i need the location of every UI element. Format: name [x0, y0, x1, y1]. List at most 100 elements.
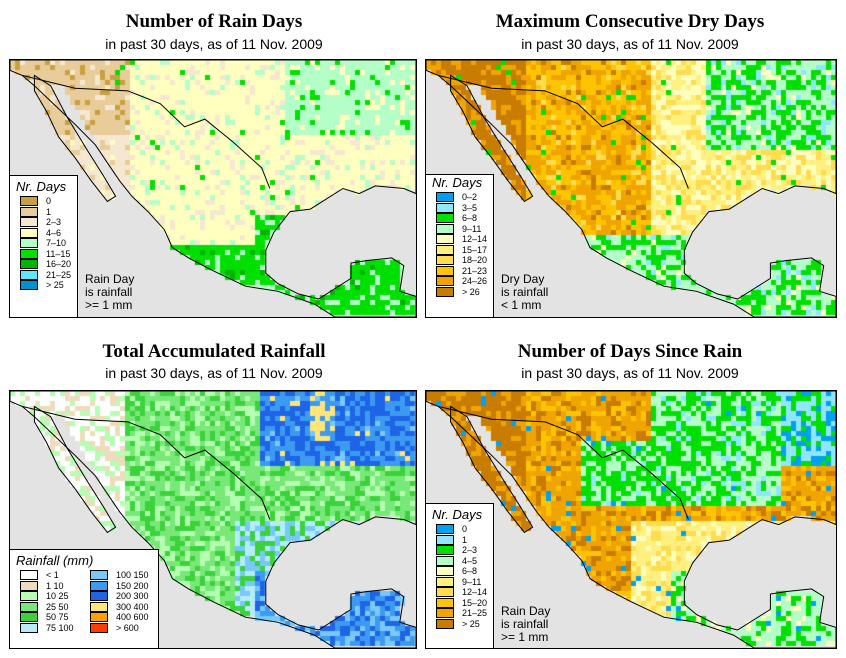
- legend-item: 1: [426, 534, 493, 546]
- legend-title: Nr. Days: [432, 175, 483, 190]
- legend-label: 400 600: [116, 612, 149, 623]
- legend-swatch: [436, 244, 454, 255]
- legend-swatch: [436, 202, 454, 213]
- country-border: [438, 405, 689, 520]
- coastline-outline: [426, 60, 836, 317]
- legend-label: 75 100: [46, 622, 74, 633]
- legend-note: Rain Day is rainfall >= 1 mm: [501, 605, 550, 644]
- legend-item: 2–3: [10, 217, 77, 228]
- coastline: [450, 74, 534, 203]
- legend-label: > 600: [116, 622, 139, 633]
- legend-label: 11–15: [46, 248, 71, 259]
- panel-title: Total Accumulated Rainfall: [102, 341, 326, 362]
- legend-item: 15–20: [426, 597, 493, 609]
- legend-swatch: [20, 580, 38, 591]
- legend-label: 12–14: [462, 587, 488, 598]
- map-legend: Nr. Days 0 1 2–3 4–5 6–8 9–11 12–14 15–20 21–25 >…: [426, 503, 494, 648]
- legend-label: 6–8: [462, 566, 478, 577]
- legend-swatch: [20, 206, 38, 217]
- panel-title: Number of Rain Days: [125, 11, 303, 32]
- legend-label: 50 75: [46, 612, 69, 623]
- legend-item: < 1: [10, 570, 80, 581]
- legend-item: > 600: [80, 622, 150, 634]
- legend-label: 24–26: [462, 276, 488, 287]
- legend-swatch: [436, 618, 454, 629]
- map-raster: [426, 391, 836, 648]
- legend-label: 15–17: [462, 244, 488, 255]
- coastline: [426, 60, 836, 317]
- legend-swatch: [436, 534, 454, 545]
- panel-subtitle: in past 30 days, as of 11 Nov. 2009: [521, 365, 739, 381]
- legend-swatch: [90, 591, 108, 602]
- legend-label: 1: [46, 206, 52, 217]
- legend-swatch: [436, 597, 454, 608]
- legend-label: 0: [462, 524, 468, 535]
- legend-swatch: [436, 566, 454, 577]
- legend-item: 10 25: [10, 591, 80, 602]
- legend-label: 4–5: [462, 555, 478, 566]
- map: Nr. Days 0 1 2–3 4–6 7–10 11–15 16–20 21–25 > 25…: [9, 59, 417, 318]
- note-line: Dry Day: [501, 272, 545, 286]
- legend-item: 0–2: [426, 192, 493, 203]
- legend-item: 4–5: [426, 555, 493, 567]
- legend-label: > 25: [462, 618, 480, 629]
- legend-label: 15–20: [462, 597, 488, 608]
- map-legend: Nr. Days 0–2 3–5 6–8 9–11 12–14 15–17 18–20 21–…: [426, 174, 494, 317]
- coastline: [426, 391, 836, 648]
- legend-item: 400 600: [80, 612, 150, 623]
- legend-label: 7–10: [46, 238, 67, 249]
- legend-label: 150 200: [116, 580, 149, 591]
- legend-item: 6–8: [426, 566, 493, 577]
- coastline: [10, 391, 416, 648]
- legend-item: 18–20: [426, 255, 493, 266]
- legend-title: Nr. Days: [432, 507, 483, 522]
- legend-label: 18–20: [462, 255, 488, 266]
- legend-swatch: [436, 255, 454, 266]
- legend-label: 300 400: [116, 601, 149, 612]
- panel-title: Number of Days Since Rain: [517, 341, 743, 362]
- legend-item: 25 50: [10, 601, 80, 613]
- legend-label: > 26: [462, 286, 480, 297]
- legend-swatch: [436, 213, 454, 224]
- legend-item: 9–11: [426, 223, 493, 235]
- legend-item: 4–6: [10, 227, 77, 239]
- legend-swatch: [436, 192, 454, 203]
- coastline: [33, 405, 117, 534]
- legend-swatch: [20, 601, 38, 612]
- coastline-outline: [426, 391, 836, 648]
- legend-item: 1: [10, 206, 77, 218]
- legend-label: 3–5: [462, 202, 478, 213]
- legend-item: 300 400: [80, 601, 150, 613]
- legend-swatch: [20, 570, 38, 581]
- legend-item: 200 300: [80, 591, 150, 602]
- legend-label: > 25: [46, 280, 64, 291]
- legend-item: 24–26: [426, 276, 493, 287]
- legend-title: Nr. Days: [16, 179, 67, 194]
- legend-item: 9–11: [426, 576, 493, 588]
- legend-swatch: [20, 591, 38, 602]
- legend-label: 2–3: [46, 217, 62, 228]
- panel-subtitle: in past 30 days, as of 11 Nov. 2009: [105, 36, 323, 52]
- legend-swatch: [436, 555, 454, 566]
- legend-note: Dry Day is rainfall < 1 mm: [501, 273, 548, 312]
- legend-label: 25 50: [46, 601, 69, 612]
- legend-item: 7–10: [10, 238, 77, 249]
- legend-item: > 25: [10, 280, 77, 291]
- legend-item: 0: [426, 524, 493, 535]
- legend-label: 4–6: [46, 227, 62, 238]
- legend-swatch: [20, 196, 38, 207]
- legend-item: 21–23: [426, 265, 493, 277]
- legend-swatch: [436, 276, 454, 287]
- map-raster: [426, 60, 836, 317]
- legend-swatch: [20, 227, 38, 238]
- legend-swatch: [436, 608, 454, 619]
- coastline-outline: [10, 60, 416, 317]
- legend-label: 9–11: [462, 576, 482, 587]
- note-line: < 1 mm: [501, 298, 542, 312]
- legend-swatch: [20, 280, 38, 291]
- map: Nr. Days 0 1 2–3 4–5 6–8 9–11 12–14 15–20 21–25 >…: [425, 390, 837, 649]
- legend-item: 1 10: [10, 580, 80, 592]
- legend-item: 11–15: [10, 248, 77, 260]
- legend-label: 1: [462, 534, 468, 545]
- legend-item: 50 75: [10, 612, 80, 623]
